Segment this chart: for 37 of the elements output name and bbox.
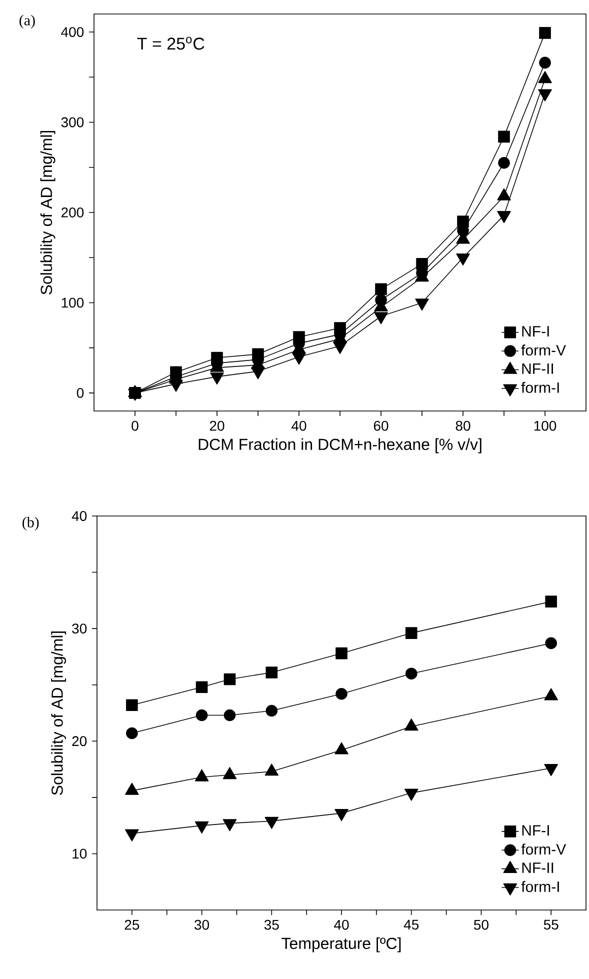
x-tick-label: 20 (210, 420, 224, 431)
legend-label: NF-II (522, 364, 553, 374)
x-tick-label: 55 (544, 920, 558, 930)
y-tick-label: 0 (76, 388, 84, 398)
legend-label: form-V (521, 344, 566, 356)
x-tick-label: 30 (194, 920, 210, 930)
y-tick-label: 300 (61, 117, 84, 128)
x-tick-label: 45 (404, 920, 419, 930)
x-tick-label: 40 (334, 920, 349, 930)
annotation: T = 25$^{o}$C (137, 36, 204, 50)
legend-label: NF-I (522, 825, 549, 836)
y-tick-label: 200 (61, 208, 84, 218)
legend-label: NF-II (522, 862, 554, 873)
y-tick-label: 100 (62, 298, 84, 308)
x-tick-label: 40 (292, 420, 306, 431)
x-tick-label: 50 (474, 920, 488, 930)
x-tick-label: 35 (264, 920, 279, 930)
y-tick-label: 20 (72, 736, 87, 746)
x-tick-label: 80 (456, 420, 470, 431)
legend-label: form-V (521, 844, 566, 855)
x-tick-label: 60 (374, 420, 388, 431)
x-axis-title: Temperature [ºC] (282, 937, 401, 952)
y-tick-label: 30 (72, 624, 87, 634)
legend-label: form-I (521, 382, 559, 393)
text: (a) (20, 14, 35, 28)
y-axis-title: Solubility of AD [mg/ml] (51, 631, 66, 795)
x-tick-label: 25 (124, 920, 140, 930)
y-tick-label: 40 (72, 511, 87, 521)
legend-label: form-I (521, 881, 559, 892)
text: (b) (22, 516, 39, 530)
legend-label: NF-I (522, 326, 549, 336)
y-axis-title: Solubility of AD [mg/ml] (40, 130, 56, 294)
x-axis-title: DCM Fraction in DCM+n-hexane [% v/v] (198, 438, 482, 454)
y-tick-label: 10 (72, 848, 87, 859)
x-tick-label: 0 (132, 420, 138, 431)
y-tick-label: 400 (61, 27, 84, 37)
x-tick-label: 100 (534, 420, 556, 431)
